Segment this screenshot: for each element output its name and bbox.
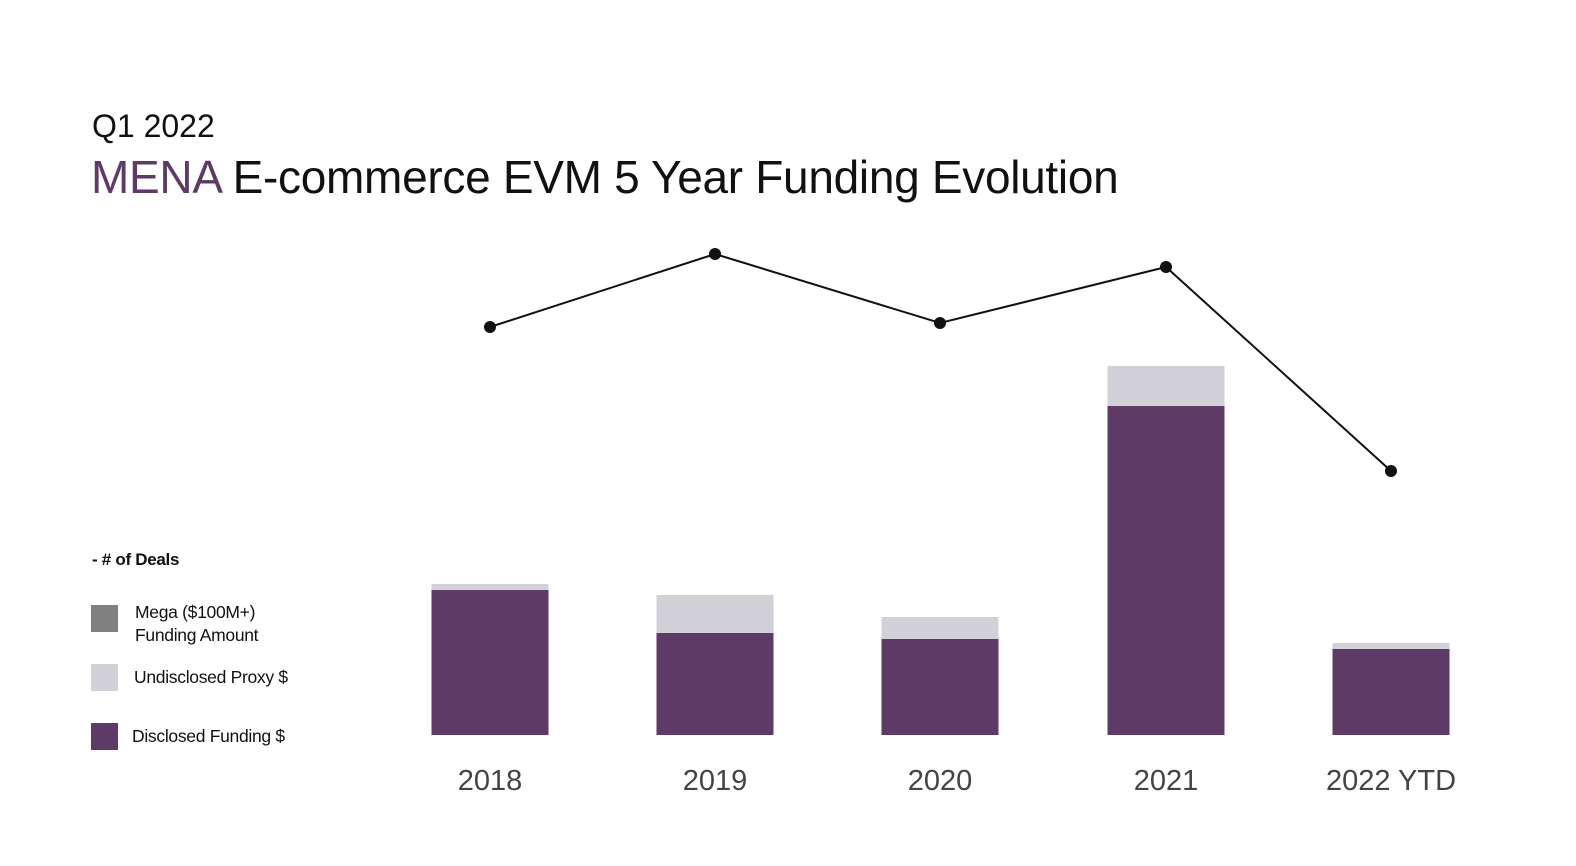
chart-title: MENA E-commerce EVM 5 Year Funding Evolu… <box>91 150 1119 204</box>
bar-2022-ytd-series-0 <box>1332 649 1450 735</box>
bar-2019-series-0 <box>656 633 774 735</box>
x-tick-label: 2021 <box>1134 765 1199 797</box>
chart-subtitle: Q1 2022 <box>92 108 215 144</box>
x-tick-label: 2022 YTD <box>1326 765 1456 797</box>
legend-label-undisclosed: Undisclosed Proxy $ <box>134 667 288 687</box>
legend-swatch-undisclosed <box>91 664 118 691</box>
bar-2021-series-1 <box>1107 366 1225 406</box>
x-tick-label: 2019 <box>683 765 748 797</box>
bar-2020-series-1 <box>881 617 999 639</box>
bar-2022-ytd-series-1 <box>1332 643 1450 649</box>
legend-swatch-mega <box>91 605 118 632</box>
legend-heading-deals: - # of Deals <box>92 550 180 569</box>
bar-2018-series-0 <box>431 590 549 735</box>
bar-2020-series-0 <box>881 639 999 735</box>
x-tick-label: 2018 <box>458 765 523 797</box>
bar-2018-series-1 <box>431 584 549 590</box>
deals-point-2018 <box>484 321 496 333</box>
deals-line <box>489 252 1392 472</box>
x-tick-label: 2020 <box>908 765 973 797</box>
deals-point-2021 <box>1160 261 1172 273</box>
bar-2021-series-0 <box>1107 406 1225 735</box>
legend-swatch-disclosed <box>91 723 118 750</box>
title-highlight: MENA <box>91 151 221 203</box>
deals-point-2022-ytd <box>1385 465 1397 477</box>
legend-label-mega: Mega ($100M+) Funding Amount <box>135 602 259 645</box>
title-rest: E-commerce EVM 5 Year Funding Evolution <box>220 151 1119 203</box>
deals-point-2020 <box>934 317 946 329</box>
legend-label-disclosed: Disclosed Funding $ <box>132 726 285 746</box>
deals-point-2019 <box>709 248 721 260</box>
bar-2019-series-1 <box>656 595 774 633</box>
